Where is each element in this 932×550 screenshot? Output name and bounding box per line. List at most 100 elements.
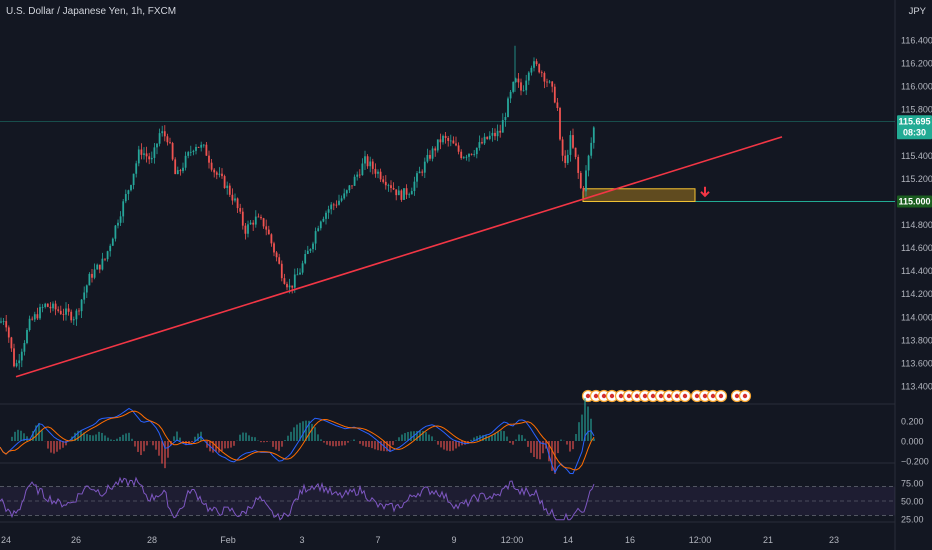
candle-body: [78, 310, 80, 312]
candle-body: [205, 144, 208, 156]
candle-body: [231, 194, 234, 201]
candle-body: [202, 144, 205, 146]
candle-body: [15, 363, 18, 367]
candle-body: [10, 337, 13, 349]
candle-body: [327, 209, 330, 213]
economic-event-flag-icon: [601, 393, 607, 399]
price-tick-label: 114.000: [901, 312, 932, 322]
candle-body: [585, 170, 587, 192]
candle-body: [278, 257, 281, 264]
time-axis: 24 26 28 Feb 3 7 9 12:00 14 16 12:00 21 23: [1, 535, 839, 545]
candle-body: [382, 179, 385, 182]
candle-body: [101, 258, 104, 270]
price-tick-label: 116.400: [901, 36, 932, 46]
economic-event-flag-icon: [626, 393, 632, 399]
candle-body: [561, 139, 564, 156]
candle-body: [176, 170, 179, 175]
macd-tick-label: 0.200: [901, 417, 924, 427]
candle-body: [369, 161, 372, 167]
candle-body: [405, 188, 408, 195]
candle-body: [163, 131, 166, 137]
candle-body: [291, 285, 294, 288]
candle-body: [267, 229, 270, 235]
candle-body: [33, 314, 36, 320]
candle-body: [184, 155, 187, 168]
candle-body: [137, 149, 140, 164]
candle-body: [520, 82, 522, 91]
candle-body: [260, 216, 262, 219]
candle-body: [317, 228, 320, 232]
candle-body: [400, 190, 403, 200]
candle-body: [395, 189, 398, 196]
candle-body: [23, 343, 26, 352]
candle-body: [106, 251, 109, 260]
candle-body: [494, 132, 496, 137]
candle-body: [62, 314, 65, 315]
rsi-tick-label: 25.00: [901, 515, 924, 525]
time-tick-label: 28: [147, 535, 157, 545]
candle-body: [293, 274, 296, 288]
currency-label[interactable]: JPY: [908, 6, 926, 17]
candle-body: [426, 154, 429, 162]
time-tick-label: 9: [451, 535, 456, 545]
economic-event-flag-icon: [658, 393, 664, 399]
candle-body: [252, 222, 255, 225]
candle-body: [496, 130, 499, 137]
candle-body: [356, 174, 359, 177]
candle-body: [377, 171, 379, 174]
candle-body: [444, 135, 447, 138]
candle-body: [262, 218, 265, 227]
candle-body: [338, 200, 340, 205]
candle-body: [483, 136, 486, 144]
economic-event-flag-icon: [666, 393, 672, 399]
candle-body: [85, 285, 88, 293]
level-line: [0, 121, 895, 202]
candle-body: [161, 131, 164, 134]
candle-body: [226, 185, 229, 189]
candle-body: [26, 330, 28, 344]
economic-event-flag-icon: [609, 393, 615, 399]
candle-body: [413, 181, 416, 192]
economic-event-flag-icon: [682, 393, 688, 399]
economic-event-flag-icon: [585, 393, 591, 399]
candles: [0, 45, 595, 370]
candle-body: [371, 161, 374, 169]
candle-body: [273, 243, 275, 253]
time-tick-label: Feb: [220, 535, 236, 545]
candle-body: [200, 144, 203, 148]
candle-body: [114, 225, 117, 239]
economic-event-flag-icon: [742, 393, 748, 399]
price-axis: 113.400 113.600 113.800 114.000 114.200 114.4…: [897, 36, 932, 392]
macd-line: [0, 407, 595, 475]
economic-event-flag-icon: [718, 393, 724, 399]
rsi-line: [0, 476, 595, 521]
candle-body: [286, 283, 288, 288]
candle-body: [475, 147, 478, 155]
support-zone-rect: [582, 188, 696, 202]
candle-body: [130, 185, 132, 191]
candle-body: [592, 127, 595, 143]
candle-body: [374, 168, 377, 174]
candle-body: [408, 194, 411, 196]
candle-body: [306, 250, 309, 255]
candle-body: [403, 188, 405, 200]
candle-body: [525, 80, 528, 91]
economic-event-flag-icon: [634, 393, 640, 399]
candle-body: [189, 151, 192, 153]
candle-body: [431, 148, 434, 159]
candle-body: [13, 348, 15, 367]
candle-body: [564, 155, 567, 163]
candle-body: [247, 224, 249, 234]
candle-body: [187, 152, 190, 156]
candle-body: [234, 198, 236, 201]
candle-body: [72, 319, 75, 321]
price-tick-label: 113.800: [901, 335, 932, 345]
candle-body: [538, 64, 541, 73]
candle-body: [449, 140, 452, 142]
candle-body: [501, 120, 504, 133]
candle-body: [5, 321, 8, 328]
candle-body: [504, 116, 507, 121]
grid: [0, 0, 896, 550]
time-tick-label: 14: [563, 535, 573, 545]
